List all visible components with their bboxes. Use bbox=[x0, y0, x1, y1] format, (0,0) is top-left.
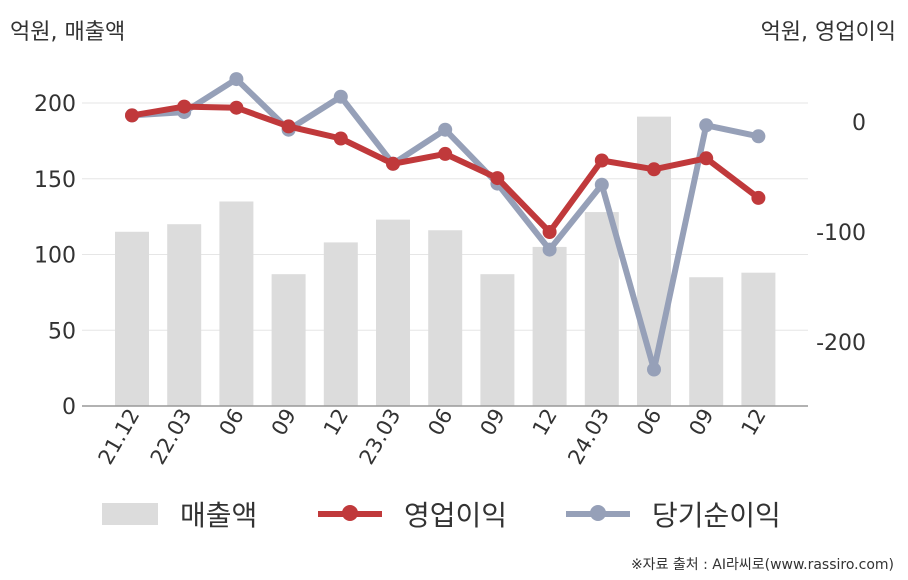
x-tick-label: 22.03 bbox=[146, 405, 197, 469]
left-tick-label: 200 bbox=[34, 92, 76, 117]
operating-profit-point bbox=[281, 119, 296, 134]
left-tick-label: 0 bbox=[62, 395, 76, 420]
legend-swatch-operating-profit bbox=[318, 505, 382, 521]
left-tick-label: 50 bbox=[48, 319, 76, 344]
operating-profit-point bbox=[438, 146, 453, 161]
operating-profit-point bbox=[542, 225, 557, 239]
bar bbox=[428, 230, 463, 406]
bar bbox=[271, 274, 306, 406]
net-income-point bbox=[751, 129, 766, 144]
operating-profit-point bbox=[751, 190, 766, 205]
x-tick-label: 09 bbox=[684, 405, 718, 440]
bar bbox=[689, 277, 724, 406]
bar bbox=[480, 274, 515, 406]
legend-item-net-income: 당기순이익 bbox=[566, 492, 781, 536]
bar bbox=[115, 231, 149, 406]
operating-profit-point bbox=[177, 99, 192, 114]
operating-profit-point bbox=[594, 153, 609, 168]
operating-profit-point bbox=[490, 171, 505, 186]
operating-profit-point bbox=[647, 162, 661, 177]
x-tick-label: 06 bbox=[423, 405, 457, 440]
legend-swatch-revenue bbox=[102, 503, 158, 525]
bar bbox=[167, 224, 202, 406]
x-tick-label: 12 bbox=[319, 405, 353, 440]
left-axis-unit: 억원, 매출액 bbox=[10, 20, 126, 45]
x-tick-label: 23.03 bbox=[354, 405, 405, 469]
right-tick-label: 0 bbox=[852, 111, 866, 136]
x-tick-label: 06 bbox=[215, 405, 249, 440]
x-tick-label: 12 bbox=[528, 405, 562, 440]
net-income-point bbox=[438, 122, 453, 137]
net-income-point bbox=[647, 362, 661, 377]
operating-profit-point bbox=[386, 156, 400, 171]
legend-label-operating-profit: 영업이익 bbox=[404, 499, 508, 532]
chart-legend: 매출액 영업이익 당기순이익 bbox=[0, 492, 908, 536]
operating-profit-point bbox=[229, 100, 244, 115]
source-note: ※자료 출처 : AI라씨로(www.rassiro.com) bbox=[630, 557, 894, 573]
operating-profit-point bbox=[699, 151, 714, 166]
right-tick-label: -200 bbox=[816, 331, 866, 356]
left-tick-label: 150 bbox=[34, 168, 76, 193]
legend-item-revenue: 매출액 bbox=[102, 492, 257, 536]
net-income-point bbox=[333, 89, 348, 104]
operating-profit-point bbox=[333, 131, 348, 146]
net-income-point bbox=[229, 72, 244, 87]
x-tick-label: 21.12 bbox=[93, 405, 144, 469]
x-tick-label: 09 bbox=[476, 405, 510, 440]
x-tick-label: 09 bbox=[267, 405, 301, 440]
bar bbox=[376, 219, 410, 406]
net-income-point bbox=[594, 177, 609, 192]
legend-swatch-net-income bbox=[566, 505, 630, 521]
legend-label-net-income: 당기순이익 bbox=[652, 499, 781, 532]
bar bbox=[323, 242, 358, 406]
operating-profit-point bbox=[125, 108, 139, 123]
bar bbox=[584, 212, 619, 406]
net-income-point bbox=[542, 242, 557, 257]
right-tick-label: -100 bbox=[816, 221, 866, 246]
x-tick-label: 06 bbox=[632, 405, 666, 440]
bar bbox=[219, 201, 254, 406]
bar bbox=[532, 246, 567, 406]
bar bbox=[741, 272, 776, 406]
x-tick-label: 24.03 bbox=[563, 405, 614, 469]
x-tick-label: 12 bbox=[737, 405, 771, 440]
left-tick-label: 100 bbox=[34, 244, 76, 269]
right-axis-unit: 억원, 영업이익 bbox=[760, 20, 896, 45]
legend-item-operating-profit: 영업이익 bbox=[318, 492, 507, 536]
net-income-point bbox=[699, 118, 714, 133]
legend-label-revenue: 매출액 bbox=[180, 499, 258, 532]
